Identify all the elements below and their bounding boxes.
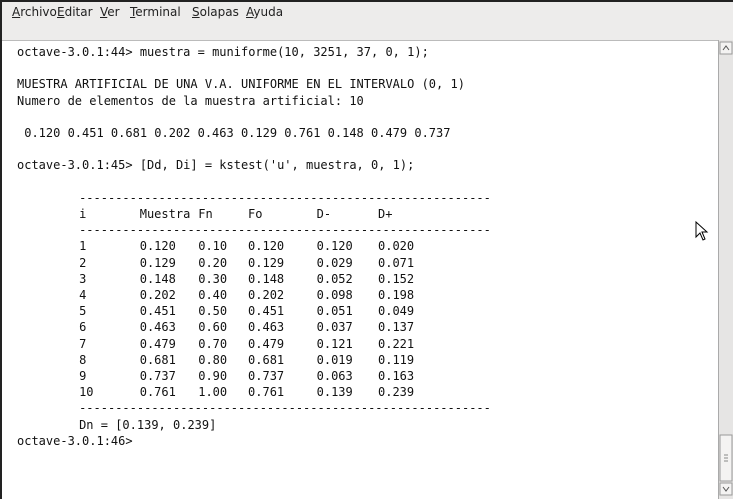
table-header: D- bbox=[316, 207, 332, 221]
scrollbar[interactable] bbox=[718, 40, 733, 499]
table-cell: 7 bbox=[79, 336, 87, 351]
menu-item[interactable]: Ver bbox=[100, 5, 120, 19]
table-cell: 0.80 bbox=[198, 352, 228, 367]
menu-item[interactable]: Ayuda bbox=[246, 5, 284, 19]
scroll-down[interactable] bbox=[719, 482, 733, 496]
thumb-grip bbox=[724, 454, 728, 462]
table-cell: 0.50 bbox=[198, 304, 228, 319]
table-cell: 0.098 bbox=[316, 288, 353, 302]
table-cell: 0.10 bbox=[198, 239, 228, 254]
table-header: D+ bbox=[378, 207, 393, 221]
table-cell: 6 bbox=[79, 320, 87, 335]
table-rule: ----------------------------------------… bbox=[79, 190, 491, 205]
summary-line: Dn = [0.139, 0.239] bbox=[79, 417, 217, 432]
menu-item[interactable]: Terminal bbox=[130, 5, 181, 19]
table-cell: 0.60 bbox=[198, 320, 228, 335]
table-cell: 0.148 bbox=[248, 271, 285, 286]
menu-item[interactable]: Solapas bbox=[192, 5, 239, 19]
table-cell: 0.451 bbox=[248, 304, 285, 319]
table-header: i bbox=[79, 207, 87, 221]
table-cell: 2 bbox=[79, 255, 87, 270]
scroll-up[interactable] bbox=[719, 41, 733, 55]
table-cell: 8 bbox=[79, 352, 87, 367]
table-cell: 10 bbox=[79, 385, 94, 400]
table-cell: 0.202 bbox=[248, 288, 285, 302]
table-cell: 0.463 bbox=[248, 320, 285, 335]
mouse-cursor bbox=[695, 220, 709, 241]
table-cell: 1 bbox=[79, 239, 87, 254]
table-cell: 0.761 bbox=[139, 385, 176, 400]
table-cell: 0.90 bbox=[198, 369, 228, 383]
table-cell: 0.139 bbox=[316, 385, 353, 400]
prompt-line: octave-3.0.1:44> muestra = muniforme(10,… bbox=[17, 45, 429, 59]
table-cell: 0.451 bbox=[139, 304, 176, 319]
table-cell: 0.737 bbox=[248, 369, 285, 383]
table-cell: 0.052 bbox=[316, 271, 353, 286]
table-cell: 0.137 bbox=[378, 320, 415, 335]
table-cell: 0.020 bbox=[378, 239, 415, 254]
table-header: Fn bbox=[198, 207, 213, 221]
table-cell: 0.121 bbox=[316, 336, 353, 351]
table-cell: 0.119 bbox=[378, 352, 415, 367]
table-cell: 0.037 bbox=[316, 320, 353, 335]
table-cell: 5 bbox=[79, 304, 87, 319]
table-cell: 0.019 bbox=[316, 352, 353, 367]
table-cell: 0.20 bbox=[198, 255, 228, 270]
table-cell: 0.479 bbox=[248, 336, 285, 351]
sample-values: 0.120 0.451 0.681 0.202 0.463 0.129 0.76… bbox=[24, 126, 451, 140]
menu-item[interactable]: Editar bbox=[57, 5, 93, 19]
table-cell: 0.148 bbox=[139, 271, 176, 286]
table-cell: 9 bbox=[79, 369, 87, 383]
table-cell: 0.198 bbox=[378, 288, 415, 302]
table-cell: 0.239 bbox=[378, 385, 415, 400]
table-cell: 0.30 bbox=[198, 271, 228, 286]
table-cell: 0.029 bbox=[316, 255, 353, 270]
prompt-line: octave-3.0.1:45> [Dd, Di] = kstest('u', … bbox=[17, 158, 415, 173]
table-cell: 0.681 bbox=[139, 352, 176, 367]
output-line: Numero de elementos de la muestra artifi… bbox=[17, 93, 364, 108]
table-header: Muestra bbox=[139, 207, 191, 221]
table-cell: 0.40 bbox=[198, 288, 228, 302]
table-cell: 0.063 bbox=[316, 369, 353, 383]
table-cell: 0.120 bbox=[139, 239, 176, 254]
terminal-area: octave-3.0.1:44> muestra = muniforme(10,… bbox=[2, 40, 718, 499]
table-rule: ----------------------------------------… bbox=[79, 401, 491, 416]
scrollbar-graphics bbox=[719, 41, 733, 496]
table-cell: 4 bbox=[79, 288, 87, 302]
menu-bar: Archivo Editar Ver Terminal Solapas Ayuda bbox=[2, 2, 733, 40]
table-cell: 0.221 bbox=[378, 336, 415, 351]
arrow-up bbox=[722, 45, 730, 51]
table-cell: 0.479 bbox=[139, 336, 176, 351]
table-cell: 0.70 bbox=[198, 336, 228, 351]
table-cell: 0.761 bbox=[248, 385, 285, 400]
table-cell: 0.120 bbox=[316, 239, 353, 254]
arrow-down bbox=[722, 486, 730, 492]
table-cell: 0.737 bbox=[139, 369, 176, 383]
table-cell: 0.049 bbox=[378, 304, 415, 319]
prompt-line: octave-3.0.1:46> bbox=[17, 433, 133, 448]
table-cell: 0.051 bbox=[316, 304, 353, 319]
table-cell: 0.071 bbox=[378, 255, 415, 270]
table-header: Fo bbox=[248, 207, 263, 221]
table-cell: 1.00 bbox=[198, 385, 228, 400]
table-cell: 0.163 bbox=[378, 369, 415, 383]
table-rule: ----------------------------------------… bbox=[79, 223, 491, 238]
table-cell: 0.129 bbox=[139, 255, 176, 270]
output-heading: MUESTRA ARTIFICIAL DE UNA V.A. UNIFORME … bbox=[17, 77, 465, 92]
table-cell: 0.463 bbox=[139, 320, 176, 335]
table-cell: 3 bbox=[79, 271, 87, 286]
table-cell: 0.202 bbox=[139, 288, 176, 302]
menu-item[interactable]: Archivo bbox=[12, 5, 57, 19]
table-cell: 0.120 bbox=[248, 239, 285, 254]
table-cell: 0.681 bbox=[248, 352, 285, 367]
table-cell: 0.152 bbox=[378, 271, 415, 286]
table-cell: 0.129 bbox=[248, 255, 285, 270]
